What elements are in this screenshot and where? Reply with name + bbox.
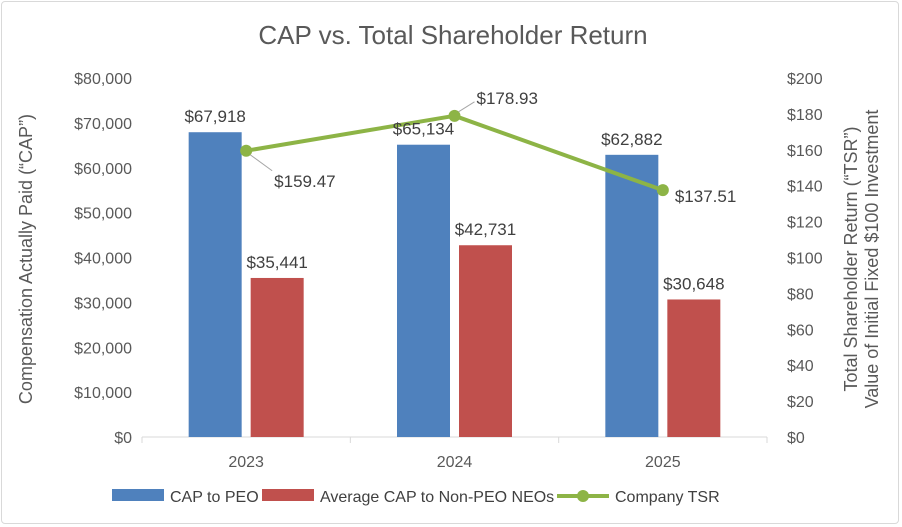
legend-label: Company TSR	[615, 489, 720, 506]
y-right-tick-label: $140	[787, 179, 823, 196]
tsr-data-label: $137.51	[675, 187, 736, 206]
bar-average-cap-to-non-peo-neos	[667, 299, 721, 437]
bar-cap-to-peo	[188, 132, 242, 438]
y-right-tick-label: $180	[787, 107, 823, 124]
bar-data-label: $62,882	[601, 130, 662, 149]
y-right-tick-label: $100	[787, 251, 823, 268]
tsr-point	[448, 109, 461, 122]
y-right-tick-label: $120	[787, 215, 823, 232]
x-tick-label: 2025	[645, 454, 681, 471]
legend-label: CAP to PEO	[170, 489, 259, 506]
y-left-tick-label: $60,000	[74, 161, 132, 178]
axes: $0 $10,000 $20,000 $30,000 $40,000 $50,000 $60…	[74, 71, 823, 471]
y-left-tick-label: $70,000	[74, 116, 132, 133]
bar-data-label: $30,648	[663, 274, 724, 293]
y-axis-left-label: Compensation Actually Paid (“CAP”)	[16, 114, 36, 404]
chart-title: CAP vs. Total Shareholder Return	[258, 20, 647, 50]
bar-data-label: $42,731	[455, 220, 516, 239]
x-tick-label: 2023	[228, 454, 264, 471]
y-right-tick-label: $160	[787, 143, 823, 160]
bar-data-label: $35,441	[246, 253, 307, 272]
y-right-tick-label: $60	[787, 322, 814, 339]
y-left-tick-label: $40,000	[74, 251, 132, 268]
legend-marker	[577, 490, 589, 502]
bars	[188, 132, 721, 438]
y-right-tick-label: $20	[787, 394, 814, 411]
bar-average-cap-to-non-peo-neos	[250, 277, 304, 437]
bar-data-label: $65,134	[393, 120, 454, 139]
tsr-data-label: $178.93	[477, 89, 538, 108]
tsr-line	[240, 101, 669, 197]
y-axis-right-label-line2: Value of Initial Fixed $100 Investment	[862, 110, 882, 409]
bar-cap-to-peo	[397, 144, 450, 437]
y-left-tick-label: $10,000	[74, 385, 132, 402]
legend-swatch	[112, 489, 164, 501]
y-left-tick-label: $80,000	[74, 71, 132, 88]
y-right-tick-label: $80	[787, 286, 814, 303]
legend-swatch	[262, 489, 314, 501]
data-labels: $67,918 $65,134 $62,882 $35,441 $42,731 $30,6…	[184, 89, 736, 294]
y-right-tick-label: $0	[787, 430, 805, 447]
tsr-point	[240, 144, 253, 157]
tsr-leader-line	[458, 101, 475, 113]
y-right-tick-label: $40	[787, 358, 814, 375]
y-left-tick-label: $50,000	[74, 206, 132, 223]
tsr-data-label: $159.47	[274, 172, 335, 191]
legend: CAP to PEO Average CAP to Non-PEO NEOs Com…	[112, 489, 720, 506]
y-left-tick-label: $0	[114, 430, 132, 447]
y-right-tick-label: $200	[787, 71, 823, 88]
x-tick-label: 2024	[437, 454, 473, 471]
y-left-tick-label: $30,000	[74, 295, 132, 312]
bar-data-label: $67,918	[184, 107, 245, 126]
bar-cap-to-peo	[605, 154, 659, 438]
bar-average-cap-to-non-peo-neos	[459, 245, 512, 437]
legend-label: Average CAP to Non-PEO NEOs	[320, 489, 554, 506]
y-axis-right-label-line1: Total Shareholder Return (“TSR”)	[841, 126, 861, 391]
y-left-tick-label: $20,000	[74, 340, 132, 357]
tsr-point	[656, 184, 669, 197]
tsr-leader-line	[249, 154, 273, 172]
